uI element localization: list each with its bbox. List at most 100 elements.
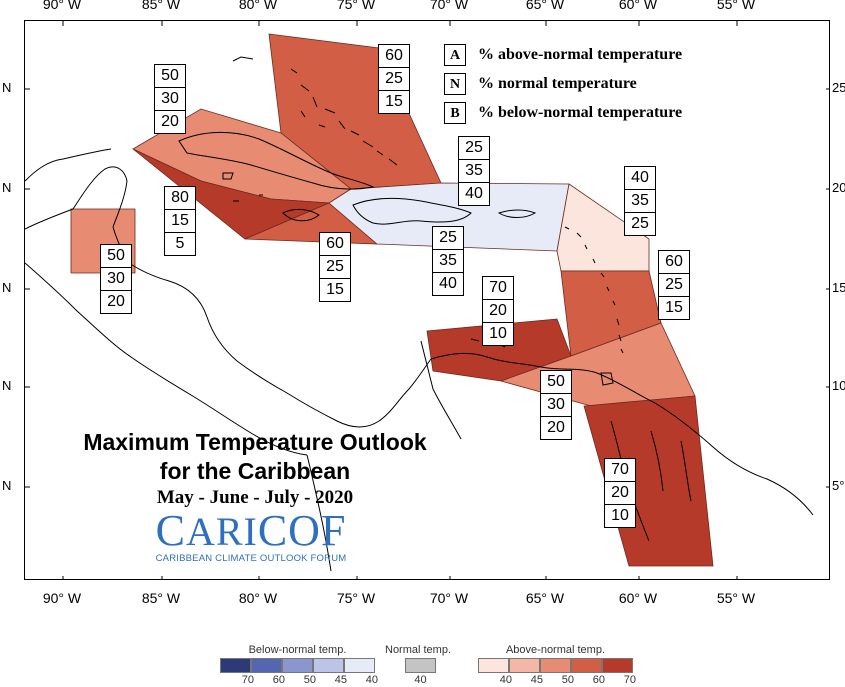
colorbar-below-tick: 45 <box>334 674 348 686</box>
coastline-bahamas <box>290 68 398 166</box>
coastline-puerto-rico <box>497 209 537 218</box>
coastline-south-america <box>430 352 814 516</box>
lat-tick-left: N <box>2 478 12 493</box>
colorbar-below-swatch <box>282 658 313 673</box>
legend-key-letter: N <box>444 72 466 95</box>
lat-tick-15n: 15 <box>832 280 845 295</box>
lon-tick-80w-bottom: 80° W <box>238 590 278 606</box>
colorbar-below-swatch <box>344 658 375 673</box>
lon-tick-70w-top: 70° W <box>429 0 469 12</box>
prob-above: 50 <box>541 371 571 394</box>
prob-above: 70 <box>483 277 513 300</box>
lon-tick-75w-top: 75° W <box>336 0 376 12</box>
legend-key-text: % below-normal temperature <box>478 103 683 121</box>
colorbar-above-swatch <box>602 658 633 673</box>
lat-tick-20n: 20 <box>832 180 845 195</box>
coastline-gulf <box>25 148 112 182</box>
colorbar-above-tick: 70 <box>623 674 637 686</box>
colorbar-below-swatch <box>251 658 282 673</box>
lon-tick-70w-bottom: 70° W <box>429 590 469 606</box>
prob-normal: 25 <box>379 68 409 91</box>
coastline-isla-juventud <box>222 172 234 180</box>
coastline-central-america-pacific <box>25 262 308 456</box>
prob-below: 15 <box>385 93 403 110</box>
prob-normal: 35 <box>433 250 463 273</box>
prob-normal: 30 <box>101 268 131 291</box>
prob-normal: 35 <box>459 160 489 183</box>
lat-tick-left: N <box>2 280 12 295</box>
colorbar-normal-tick: 40 <box>414 674 427 686</box>
lat-tick-left: N <box>2 180 12 195</box>
colorbar-above-tick: 45 <box>530 674 544 686</box>
prob-above: 60 <box>659 251 689 274</box>
prob-box-hispaniola-north: 25 35 40 <box>458 136 490 206</box>
colorbar-normal-ticks: 40 <box>405 673 451 687</box>
prob-normal: 30 <box>541 394 571 417</box>
prob-above: 50 <box>101 245 131 268</box>
colorbar-above-swatch <box>478 658 509 673</box>
logo-wordmark: CARICOF <box>146 509 356 553</box>
legend-key-row: B % below-normal temperature <box>444 98 682 127</box>
prob-box-cuba: 50 30 20 <box>154 64 186 134</box>
coastline-hispaniola <box>352 197 472 225</box>
colorbar-below-swatch <box>313 658 344 673</box>
colorbar-above-ticks: 40 45 50 60 70 <box>478 673 637 687</box>
prob-normal: 25 <box>659 274 689 297</box>
prob-below: 10 <box>611 507 629 524</box>
colorbar-above: Above-normal temp. 40 45 50 60 70 <box>478 644 637 687</box>
prob-normal: 15 <box>165 210 195 233</box>
lat-tick-left: N <box>2 378 12 393</box>
legend-key-letter: A <box>444 43 466 66</box>
caricof-logo: CARICOF CARIBBEAN CLIMATE OUTLOOK FORUM <box>146 509 356 565</box>
coastline-florida-keys <box>232 56 254 62</box>
prob-below: 20 <box>547 419 565 436</box>
title-line-2: for the Caribbean <box>159 458 351 484</box>
logo-tagline: CARIBBEAN CLIMATE OUTLOOK FORUM <box>155 553 347 564</box>
colorbar-normal-swatches <box>405 658 451 673</box>
colorbar-above-swatch <box>571 658 602 673</box>
legend-key-row: A % above-normal temperature <box>444 40 682 69</box>
colorbar-below-tick: 60 <box>272 674 286 686</box>
colorbar-below-tick: 50 <box>303 674 317 686</box>
coastline-trinidad <box>600 372 614 386</box>
lat-tick-25n: 25 <box>832 80 845 95</box>
prob-below: 10 <box>489 325 507 342</box>
prob-above: 40 <box>625 167 655 190</box>
legend-key-text: % normal temperature <box>478 74 637 92</box>
prob-box-northern-lesser-antilles: 40 35 25 <box>624 166 656 236</box>
lat-tick-5n: 5° <box>832 478 845 493</box>
coastline-cuba <box>178 132 375 190</box>
prob-above: 60 <box>379 45 409 68</box>
lon-tick-60w-bottom: 60° W <box>618 590 658 606</box>
coastline-venezuela-inland <box>420 340 462 440</box>
title-line-1: Maximum Temperature Outlook <box>83 429 427 455</box>
coastline-colombia-pacific <box>306 454 332 572</box>
legend-key-row: N % normal temperature <box>444 69 682 98</box>
region-cayman-jamaica <box>132 148 330 240</box>
prob-box-jamaica-south: 60 25 15 <box>319 232 351 302</box>
coastline-lesser-antilles <box>564 226 624 354</box>
prob-normal: 30 <box>155 88 185 111</box>
prob-above: 80 <box>165 187 195 210</box>
prob-box-cayman-jamaica: 80 15 5 <box>164 186 196 256</box>
lon-tick-90w-top: 90° W <box>42 0 82 12</box>
lon-tick-55w-top: 55° W <box>716 0 756 12</box>
prob-above: 50 <box>155 65 185 88</box>
prob-box-trinidad-tobago: 50 30 20 <box>540 370 572 440</box>
lon-tick-65w-bottom: 65° W <box>525 590 565 606</box>
colorbar-below-swatch <box>220 658 251 673</box>
colorbar-below-tick: 70 <box>241 674 255 686</box>
colorbar-above-tick: 50 <box>561 674 575 686</box>
prob-box-hispaniola-south: 25 35 40 <box>432 226 464 296</box>
colorbar-above-swatch <box>540 658 571 673</box>
coastline-cayman <box>233 194 263 202</box>
lon-tick-75w-bottom: 75° W <box>336 590 376 606</box>
colorbar-above-swatches <box>478 658 633 673</box>
prob-normal: 35 <box>625 190 655 213</box>
lon-tick-80w-top: 80° W <box>238 0 278 12</box>
logo-letter-c: C <box>155 506 186 555</box>
colorbar-below-swatches <box>220 658 375 673</box>
lon-tick-65w-top: 65° W <box>525 0 565 12</box>
lon-tick-55w-bottom: 55° W <box>716 590 756 606</box>
prob-box-abc-islands: 70 20 10 <box>482 276 514 346</box>
